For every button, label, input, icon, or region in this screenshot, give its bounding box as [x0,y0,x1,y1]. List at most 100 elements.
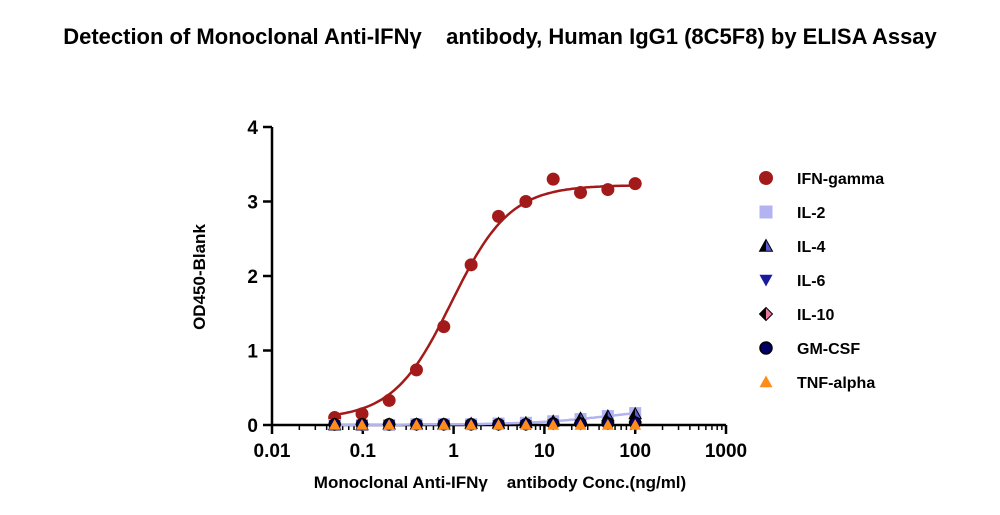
data-point [492,209,506,223]
x-tick-label: 1 [448,441,459,462]
legend-item-il-10: IL-10 [758,306,834,324]
chart-title: Detection of Monoclonal Anti-IFNγ antibo… [63,24,937,49]
legend-item-tnf-alpha: TNF-alpha [759,375,875,392]
marker-shape [437,320,451,334]
legend-item-il-6: IL-6 [759,273,826,290]
y-tick-label: 4 [247,118,258,139]
marker-shape [328,419,341,430]
x-axis-label: Monoclonal Anti-IFNγ antibody Conc.(ng/m… [314,473,686,492]
axes: 0 1 2 3 4 0.01 0.1 1 10 100 1000 [247,118,747,462]
legend: IFN-gamma IL-2 IL-4 IL-6 IL-10 GM-CSF TNF-alph… [758,171,884,392]
marker-shape [437,419,450,430]
marker-shape [356,419,369,430]
marker-shape [628,177,642,191]
x-tick-label: 0.01 [254,441,291,462]
data-point [601,183,615,197]
marker-shape [546,172,560,186]
data-point [328,419,341,430]
data-point [519,419,532,430]
data-point [464,258,478,272]
x-tick-label: 10 [534,441,555,462]
data-point [519,195,533,208]
marker-shape [759,375,773,388]
x-tick-label: 100 [619,441,651,462]
legend-item-ifn-gamma: IFN-gamma [759,171,884,188]
marker-shape [355,407,369,421]
marker-shape [759,307,766,321]
data-point [355,407,369,421]
legend-marker [759,375,773,388]
marker-shape [492,209,506,223]
series-ifn-gamma [328,172,642,425]
y-tick-label: 2 [247,267,258,288]
x-tick-label: 0.1 [350,441,377,462]
marker-shape [759,171,773,185]
legend-marker [759,205,773,219]
marker-shape [464,258,478,272]
data-point [437,419,450,430]
marker-shape [465,419,478,430]
y-axis-label: OD450-Blank [190,224,209,330]
legend-marker [759,171,773,185]
marker-shape [410,419,423,430]
data-point [574,186,588,200]
marker-shape [759,341,773,355]
marker-shape [759,205,773,219]
legend-label: IL-4 [797,239,826,256]
fit-curve-il-2 [334,411,636,427]
data-point [628,177,642,191]
marker-shape [547,419,560,430]
marker-shape [574,419,587,430]
legend-marker [758,306,774,322]
legend-marker [759,274,773,287]
y-tick-label: 1 [247,342,258,363]
data-point [409,363,423,377]
marker-outline [758,306,774,322]
data-point [629,419,642,430]
data-point [465,419,478,430]
marker-shape [766,307,773,321]
legend-label: IL-2 [797,205,826,222]
legend-item-il-4: IL-4 [758,238,826,256]
fit-curves [334,184,636,427]
marker-shape [492,419,505,430]
legend-item-gm-csf: GM-CSF [759,341,860,358]
data-point [410,419,423,430]
series-il-2 [328,407,642,431]
legend-label: IL-10 [797,307,834,324]
marker-outline [758,238,774,252]
data-point [382,393,396,407]
x-tick-label: 1000 [705,441,747,462]
data-point [383,419,396,430]
marker-shape [519,419,532,430]
marker-shape [519,195,533,208]
legend-label: TNF-alpha [797,375,875,392]
data-point [437,320,451,334]
legend-marker [758,238,774,252]
marker-shape [759,274,773,287]
y-tick-label: 0 [247,416,258,437]
data-point [546,172,560,186]
fit-curve-ifn-gamma [334,184,636,417]
data-point [547,419,560,430]
legend-label: GM-CSF [797,341,860,358]
data-point [574,419,587,430]
data-point [492,419,505,430]
data-point [356,419,369,430]
y-tick-label: 3 [247,193,258,214]
data-points [327,172,643,431]
marker-shape [382,393,396,407]
marker-shape [601,183,615,197]
legend-label: IL-6 [797,273,826,290]
legend-label: IFN-gamma [797,171,884,188]
marker-shape [409,363,423,377]
marker-shape [383,419,396,430]
series-tnf-alpha [328,419,642,430]
marker-shape [629,419,642,430]
marker-shape [574,186,588,200]
marker-shape [601,419,614,430]
data-point [601,419,614,430]
legend-marker [759,341,773,355]
legend-item-il-2: IL-2 [759,205,826,222]
